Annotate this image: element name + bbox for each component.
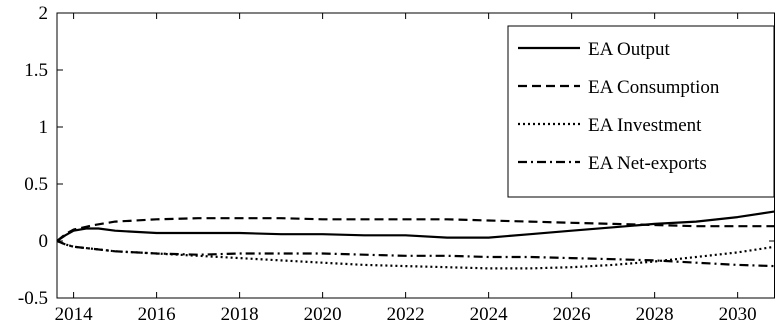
- x-tick-label: 2014: [55, 304, 94, 325]
- x-tick-label: 2022: [387, 304, 425, 325]
- y-tick-label: 0: [39, 231, 49, 252]
- legend-label-ea-net-exports: EA Net-exports: [588, 153, 707, 174]
- y-tick-label: 2: [39, 3, 49, 24]
- series-line-ea-consumption: [56, 217, 775, 242]
- legend-label-ea-consumption: EA Consumption: [588, 77, 720, 98]
- y-tick-label: 1: [39, 117, 49, 138]
- y-tick-label: -0.5: [18, 288, 48, 309]
- legend-label-ea-investment: EA Investment: [588, 115, 702, 136]
- x-tick-label: 2024: [470, 304, 509, 325]
- x-tick-label: 2020: [304, 304, 342, 325]
- x-tick-label: 2026: [553, 304, 591, 325]
- x-tick-label: 2028: [636, 304, 674, 325]
- y-tick-label: 1.5: [24, 60, 48, 81]
- x-tick-label: 2030: [719, 304, 757, 325]
- x-tick-label: 2018: [221, 304, 259, 325]
- legend: EA Output EA Consumption EA Investment EA N…: [507, 25, 775, 198]
- legend-box: [507, 25, 775, 198]
- y-tick-label: 0.5: [24, 174, 48, 195]
- series-lines: [56, 210, 775, 270]
- x-tick-label: 2016: [138, 304, 176, 325]
- series-line-ea-output: [56, 210, 775, 242]
- axes: -0.5 0 0.5 1 1.5 2 2014 2016 2018 2020 2022 2024 202…: [18, 3, 775, 325]
- legend-label-ea-output: EA Output: [588, 39, 671, 60]
- series-line-ea-net-exports: [56, 239, 775, 268]
